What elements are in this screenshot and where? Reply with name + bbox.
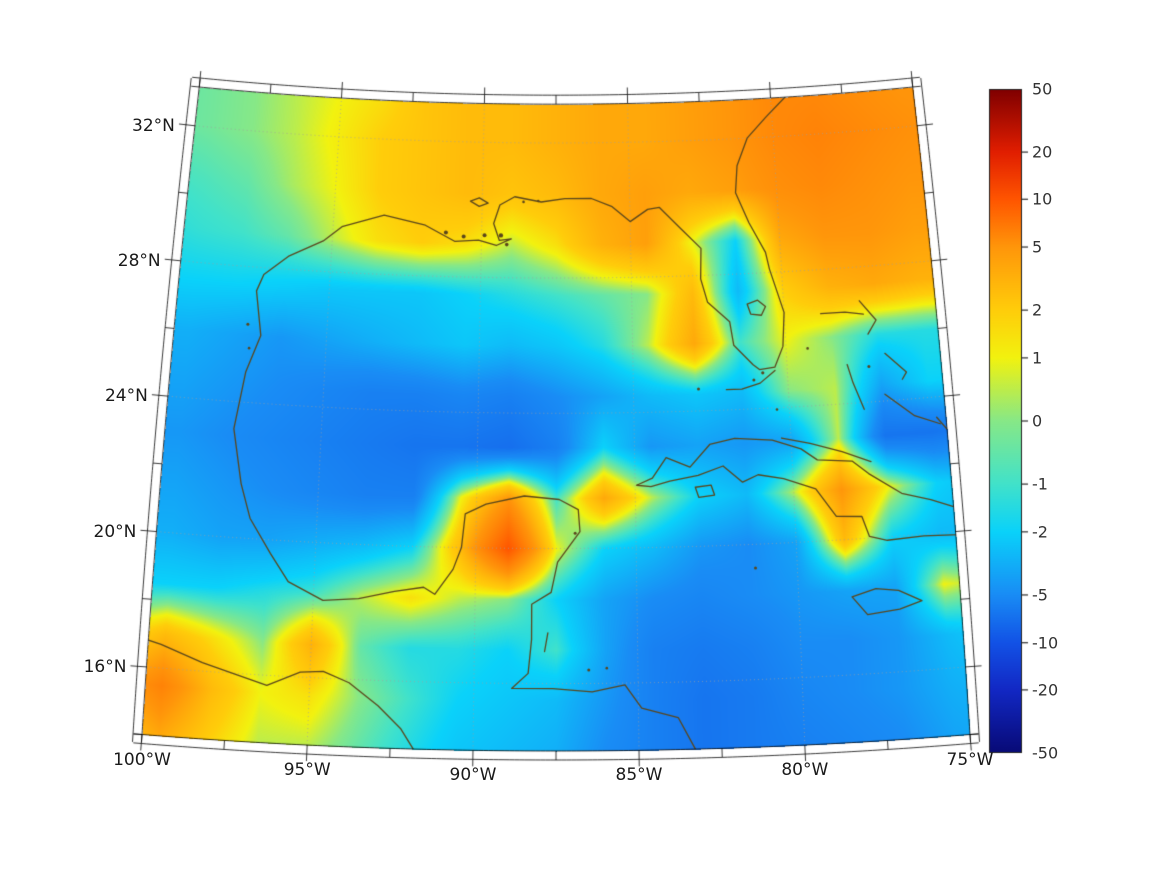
colorbar-tick-label: -10 <box>1032 633 1059 653</box>
y-axis-label: 20°N <box>93 521 137 542</box>
colorbar-tick-label: -2 <box>1032 522 1048 542</box>
colorbar-tick-label: 10 <box>1032 189 1053 209</box>
y-axis-label: 24°N <box>104 386 148 407</box>
colorbar-tick-label: 2 <box>1032 300 1043 320</box>
x-axis-label: 90°W <box>449 765 497 786</box>
colorbar-tick-label: -20 <box>1032 680 1059 700</box>
x-axis-label: 85°W <box>615 765 663 786</box>
x-axis-label: 95°W <box>283 760 331 781</box>
colorbar-tick-label: 20 <box>1032 142 1053 162</box>
colorbar-tick-label: 1 <box>1032 348 1043 368</box>
x-axis-label: 100°W <box>113 749 171 770</box>
colorbar-tick-label: 5 <box>1032 237 1043 257</box>
y-axis-label: 32°N <box>132 115 175 136</box>
x-axis-label: 80°W <box>781 760 829 781</box>
x-axis-label: 75°W <box>946 749 994 770</box>
colorbar-tick-label: -50 <box>1032 743 1059 763</box>
colorbar-tick-label: -1 <box>1032 474 1048 494</box>
colorbar-tick-label: -5 <box>1032 585 1048 605</box>
y-axis-label: 28°N <box>117 250 161 271</box>
y-axis-label: 16°N <box>83 656 127 677</box>
colorbar-tick-label: 50 <box>1032 79 1053 99</box>
colorbar-tick-label: 0 <box>1032 411 1043 431</box>
